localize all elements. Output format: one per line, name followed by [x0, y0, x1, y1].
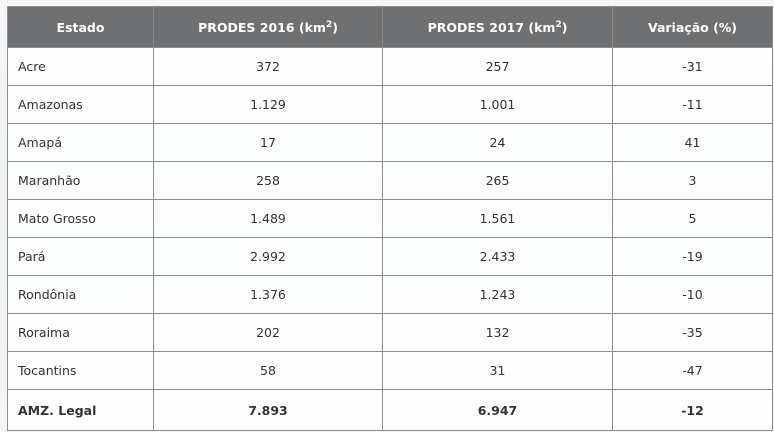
cell-prodes-2017: 265	[382, 161, 613, 200]
cell-prodes-2016: 258	[153, 161, 383, 200]
cell-variacao: -47	[612, 351, 773, 390]
header-estado: Estado	[7, 6, 154, 48]
total-estado: AMZ. Legal	[7, 389, 154, 431]
header-prodes-2016-sup: 2	[325, 19, 333, 30]
header-prodes-2016-label: PRODES 2016 (km	[198, 19, 326, 35]
cell-variacao: -10	[612, 275, 773, 314]
header-prodes-2017: PRODES 2017 (km2)	[382, 6, 613, 48]
table-total-row: AMZ. Legal 7.893 6.947 -12	[7, 389, 773, 431]
cell-estado: Pará	[7, 237, 154, 276]
cell-prodes-2016: 1.129	[153, 85, 383, 124]
cell-estado: Maranhão	[7, 161, 154, 200]
cell-variacao: -19	[612, 237, 773, 276]
cell-variacao: -31	[612, 47, 773, 86]
cell-variacao: -11	[612, 85, 773, 124]
cell-prodes-2017: 1.243	[382, 275, 613, 314]
cell-variacao: 3	[612, 161, 773, 200]
total-prodes-2017: 6.947	[382, 389, 613, 431]
table-row: Amazonas 1.129 1.001 -11	[7, 85, 773, 124]
cell-estado: Amazonas	[7, 85, 154, 124]
table-row: Pará 2.992 2.433 -19	[7, 237, 773, 276]
cell-prodes-2017: 1.561	[382, 199, 613, 238]
cell-prodes-2016: 1.376	[153, 275, 383, 314]
table-row: Mato Grosso 1.489 1.561 5	[7, 199, 773, 238]
table-row: Maranhão 258 265 3	[7, 161, 773, 200]
cell-estado: Amapá	[7, 123, 154, 162]
deforestation-table-container: Estado PRODES 2016 (km2) PRODES 2017 (km…	[7, 6, 773, 431]
table-row: Roraima 202 132 -35	[7, 313, 773, 352]
cell-prodes-2017: 132	[382, 313, 613, 352]
cell-estado: Roraima	[7, 313, 154, 352]
table-row: Tocantins 58 31 -47	[7, 351, 773, 390]
cell-estado: Tocantins	[7, 351, 154, 390]
header-prodes-2017-sup: 2	[555, 19, 562, 30]
total-prodes-2016: 7.893	[153, 389, 383, 431]
cell-prodes-2016: 372	[153, 47, 383, 86]
header-prodes-2017-label: PRODES 2017 (km	[427, 19, 556, 35]
table-row: Amapá 17 24 41	[7, 123, 773, 162]
cell-prodes-2017: 24	[382, 123, 613, 162]
cell-prodes-2016: 58	[153, 351, 383, 390]
cell-variacao: 41	[612, 123, 773, 162]
table-row: Rondônia 1.376 1.243 -10	[7, 275, 773, 314]
prodes-table: Estado PRODES 2016 (km2) PRODES 2017 (km…	[7, 6, 773, 431]
cell-estado: Rondônia	[7, 275, 154, 314]
cell-estado: Mato Grosso	[7, 199, 154, 238]
table-header-row: Estado PRODES 2016 (km2) PRODES 2017 (km…	[7, 6, 773, 48]
cell-prodes-2017: 1.001	[382, 85, 613, 124]
cell-variacao: 5	[612, 199, 773, 238]
table-body: Acre 372 257 -31 Amazonas 1.129 1.001 -1…	[7, 47, 773, 431]
header-variacao: Variação (%)	[612, 6, 773, 48]
header-prodes-2016-close: )	[332, 19, 338, 35]
table-row: Acre 372 257 -31	[7, 47, 773, 86]
cell-prodes-2017: 2.433	[382, 237, 613, 276]
cell-prodes-2016: 2.992	[153, 237, 383, 276]
header-prodes-2016: PRODES 2016 (km2)	[153, 6, 383, 48]
cell-prodes-2017: 257	[382, 47, 613, 86]
cell-prodes-2016: 1.489	[153, 199, 383, 238]
header-prodes-2017-close: )	[561, 19, 568, 35]
cell-estado: Acre	[7, 47, 154, 86]
cell-prodes-2016: 17	[153, 123, 383, 162]
cell-variacao: -35	[612, 313, 773, 352]
cell-prodes-2017: 31	[382, 351, 613, 390]
total-variacao: -12	[612, 389, 773, 431]
cell-prodes-2016: 202	[153, 313, 383, 352]
